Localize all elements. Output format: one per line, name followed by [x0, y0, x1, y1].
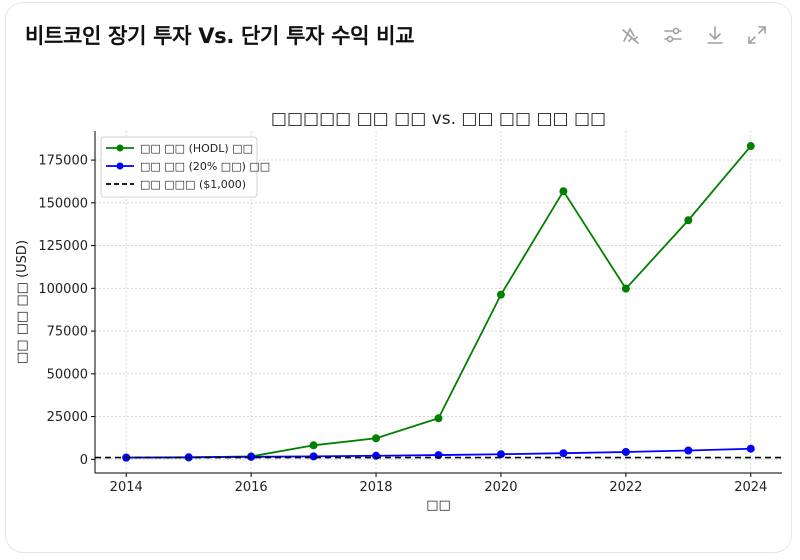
chart-toolbar [620, 24, 768, 46]
download-icon [707, 26, 723, 44]
chart-settings-button[interactable] [662, 24, 684, 46]
expand-button[interactable] [746, 24, 768, 46]
disable-interactive-button[interactable] [620, 24, 642, 46]
expand-icon [748, 26, 766, 44]
page-title: 비트코인 장기 투자 Vs. 단기 투자 수익 비교 [25, 24, 415, 48]
chart-card [5, 2, 792, 553]
settings-sliders-icon [664, 27, 682, 43]
download-button[interactable] [704, 24, 726, 46]
disable-interactive-icon [622, 27, 639, 44]
